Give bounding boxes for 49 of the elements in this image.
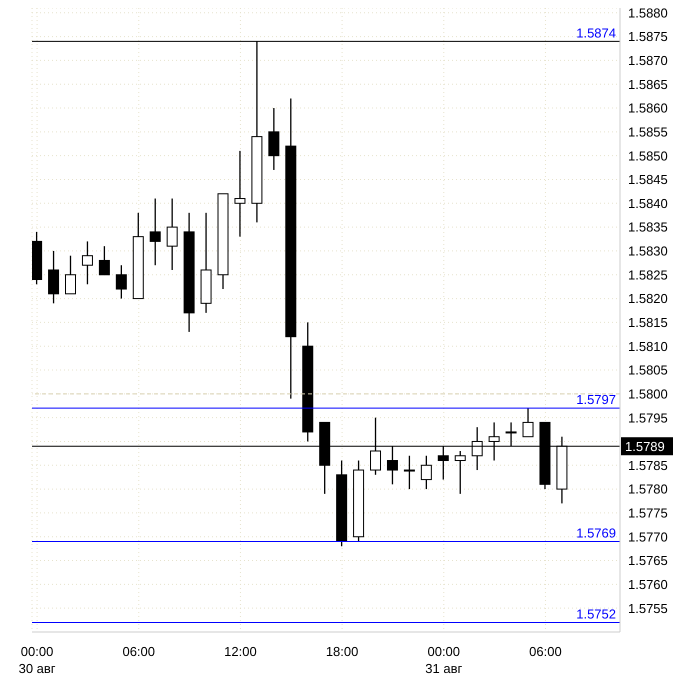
y-tick-label: 1.5765: [628, 553, 668, 568]
y-tick-label: 1.5840: [628, 196, 668, 211]
y-tick-label: 1.5875: [628, 29, 668, 44]
y-tick-label: 1.5785: [628, 458, 668, 473]
ref-line-label: 1.5789: [625, 439, 665, 454]
y-tick-label: 1.5810: [628, 338, 668, 354]
ref-line-label: 1.5874: [576, 25, 616, 40]
y-tick-label: 1.5845: [628, 172, 668, 188]
candlestick: [420, 455, 432, 490]
candlestick: [268, 107, 280, 171]
y-tick-label: 1.5865: [628, 76, 668, 92]
y-tick-label: 1.5830: [628, 244, 668, 259]
candlestick: [82, 240, 93, 285]
x-tick-label: 06:00: [122, 644, 156, 659]
ref-line-label: 1.5769: [576, 525, 616, 540]
y-tick-label: 1.5805: [628, 362, 668, 378]
y-tick-label: 1.5880: [628, 5, 668, 20]
candlestick: [48, 250, 60, 304]
x-tick-label: 12:00: [224, 644, 257, 659]
candlestick: [166, 198, 178, 271]
y-tick-label: 1.5835: [628, 220, 668, 235]
ref-line-label: 1.5797: [576, 392, 616, 408]
y-tick-label: 1.5860: [628, 100, 668, 116]
y-tick-label: 1.5755: [628, 600, 668, 616]
x-tick-label: 06:00: [529, 644, 562, 659]
y-tick-label: 1.5855: [628, 124, 668, 140]
candlestick: [65, 255, 76, 294]
y-tick-label: 1.5770: [628, 529, 668, 544]
y-tick-label: 1.5780: [628, 482, 668, 497]
y-tick-label: 1.5815: [628, 314, 668, 330]
x-tick-label: 00:00 30 авг: [18, 644, 56, 676]
y-tick-label: 1.5760: [628, 576, 668, 592]
candlestick: [522, 407, 534, 438]
y-tick-label: 1.5800: [628, 386, 668, 402]
candlestick: [98, 246, 110, 276]
y-tick-label: 1.5795: [628, 410, 668, 426]
candlestick: [404, 455, 415, 490]
candlestick: [116, 264, 127, 300]
y-tick-label: 1.5870: [628, 53, 668, 68]
y-tick-label: 1.5850: [628, 148, 668, 164]
candlestick: [150, 198, 161, 266]
y-tick-label: 1.5825: [628, 267, 668, 282]
x-tick-label: 18:00: [326, 644, 358, 659]
y-tick-label: 1.5820: [628, 291, 668, 306]
y-tick-label: 1.5775: [628, 506, 668, 521]
candlestick: [234, 150, 246, 238]
x-tick-label: 00:00 31 авг: [425, 644, 462, 676]
ref-line-label: 1.5752: [576, 606, 616, 622]
candlestick: [454, 450, 466, 495]
